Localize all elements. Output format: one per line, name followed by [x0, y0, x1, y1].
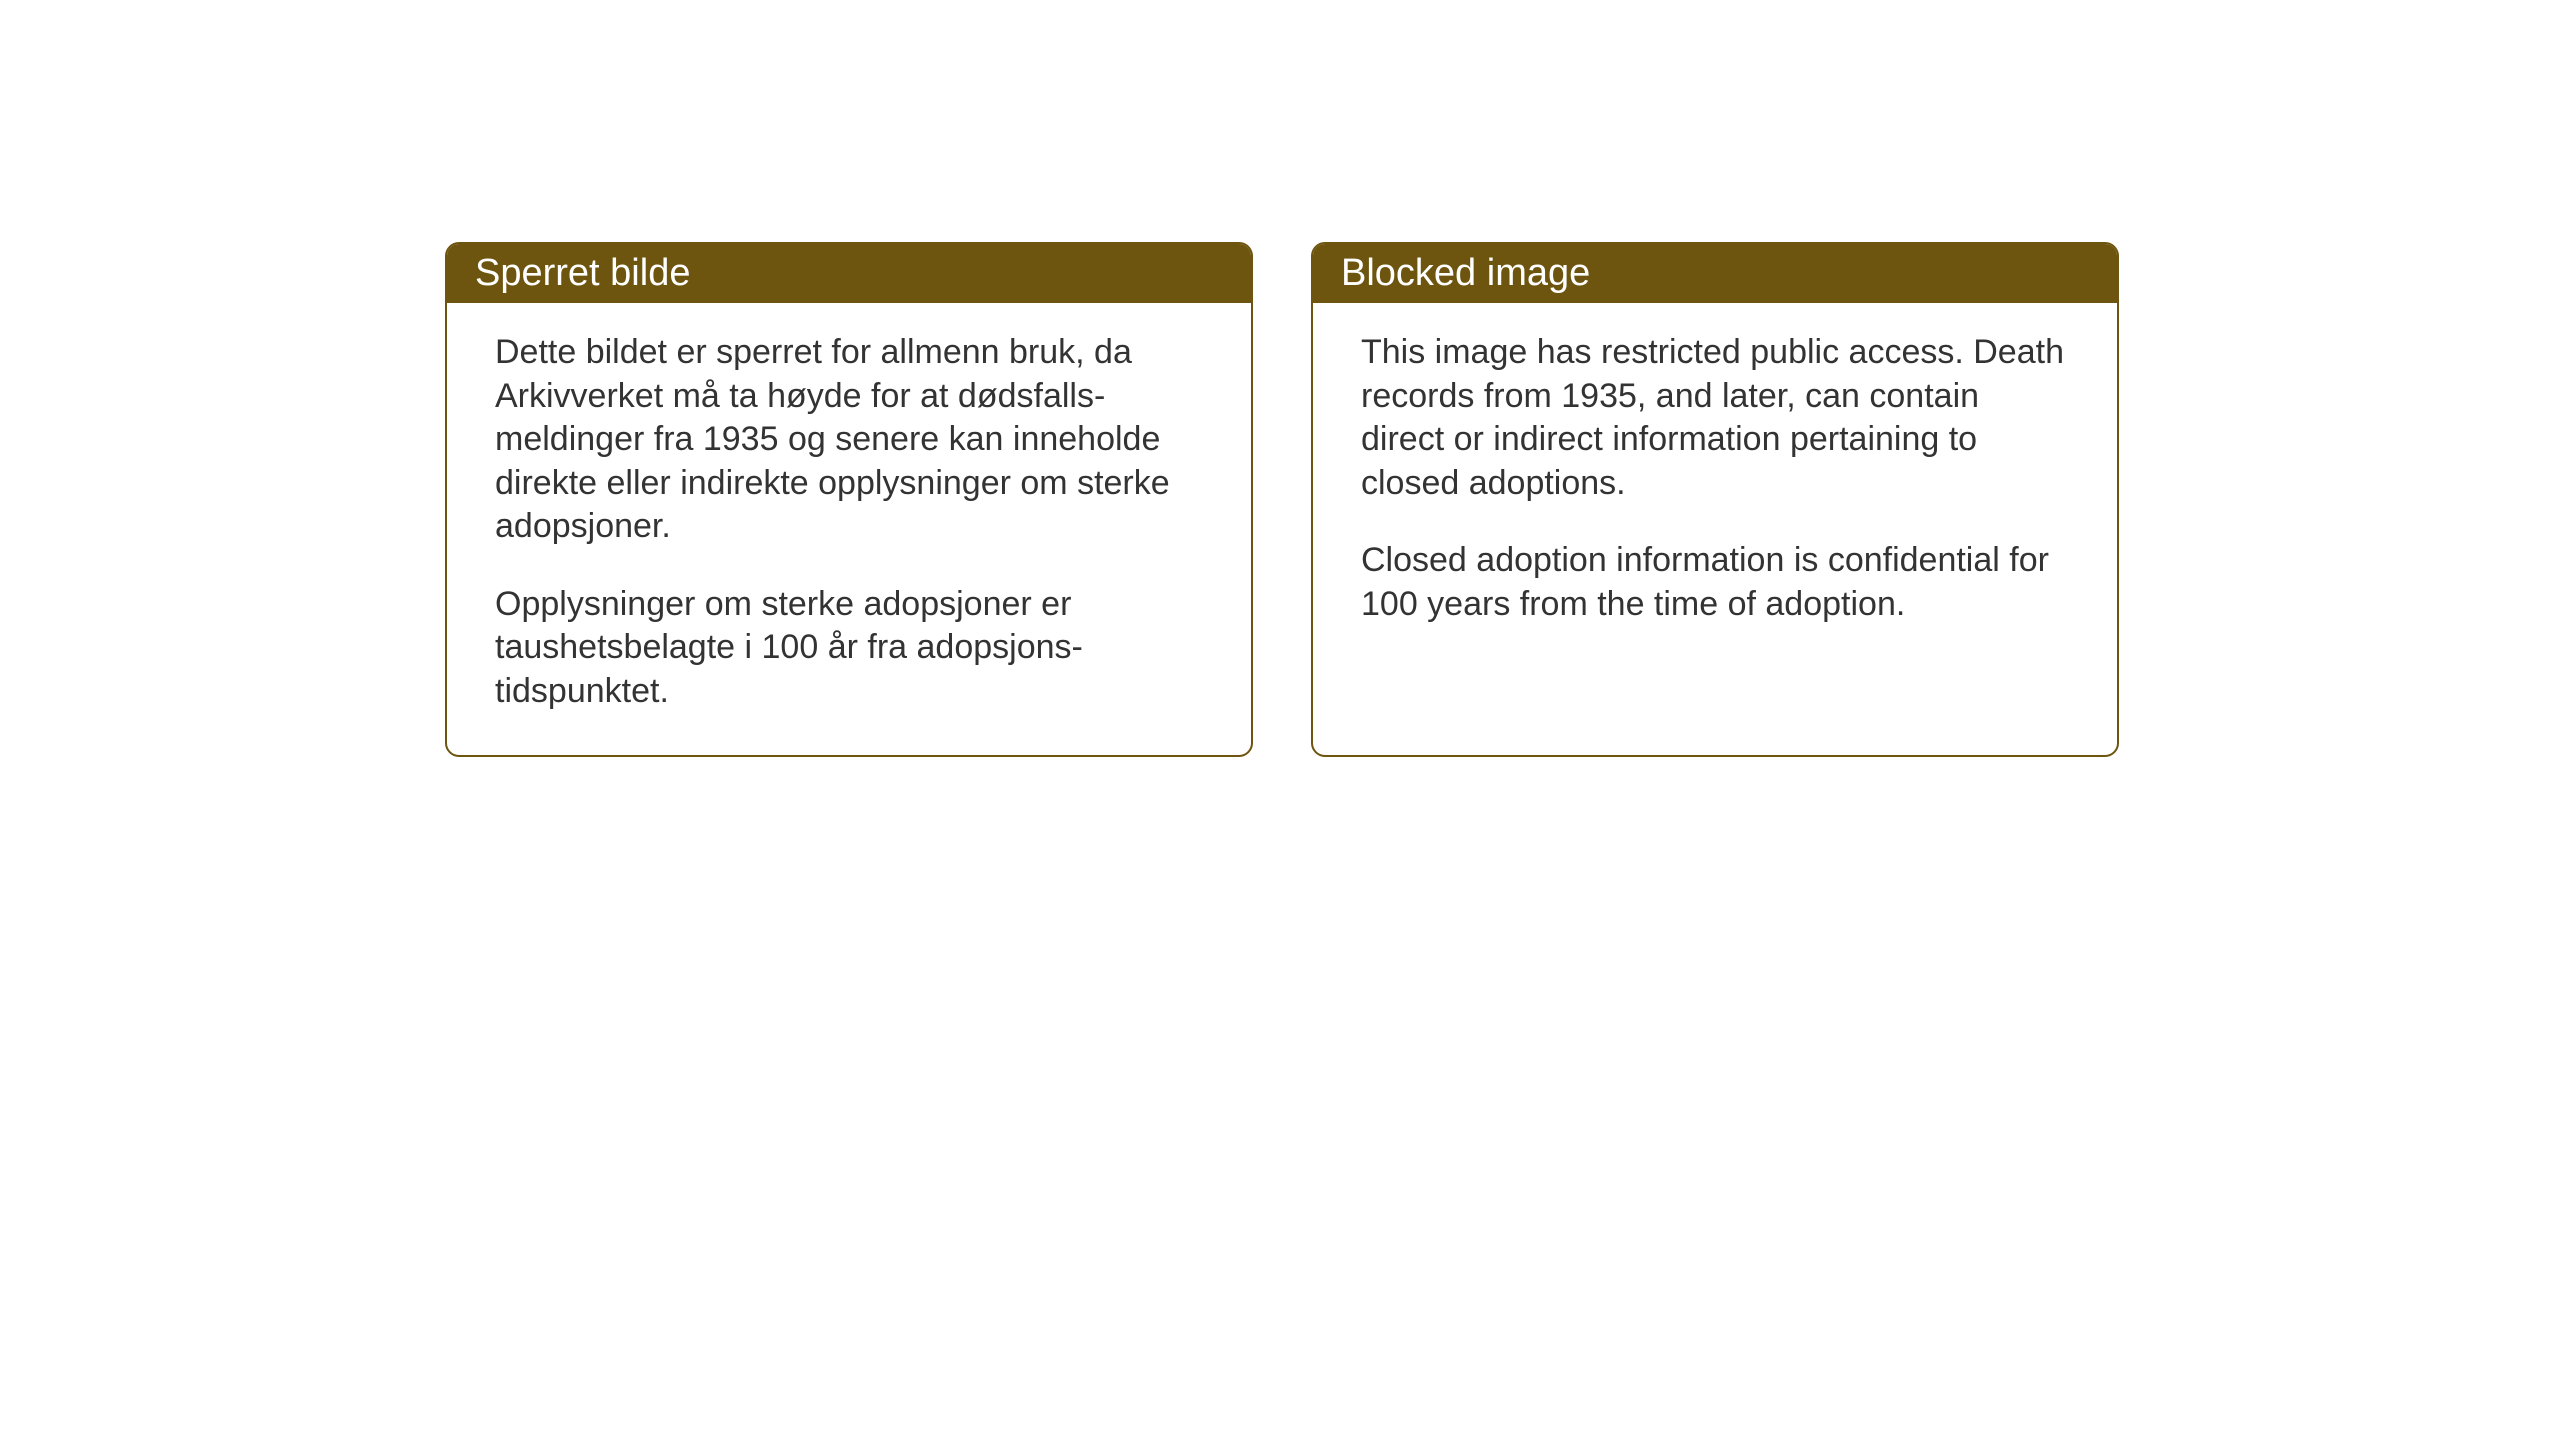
notice-paragraph: Dette bildet er sperret for allmenn bruk… — [495, 331, 1203, 549]
notice-container: Sperret bilde Dette bildet er sperret fo… — [445, 242, 2119, 757]
notice-paragraph: Closed adoption information is confident… — [1361, 539, 2069, 626]
notice-header-english: Blocked image — [1313, 244, 2117, 303]
notice-paragraph: Opplysninger om sterke adopsjoner er tau… — [495, 583, 1203, 714]
notice-box-english: Blocked image This image has restricted … — [1311, 242, 2119, 757]
notice-body-norwegian: Dette bildet er sperret for allmenn bruk… — [447, 303, 1251, 755]
notice-body-english: This image has restricted public access.… — [1313, 303, 2117, 718]
notice-header-norwegian: Sperret bilde — [447, 244, 1251, 303]
notice-box-norwegian: Sperret bilde Dette bildet er sperret fo… — [445, 242, 1253, 757]
notice-paragraph: This image has restricted public access.… — [1361, 331, 2069, 505]
